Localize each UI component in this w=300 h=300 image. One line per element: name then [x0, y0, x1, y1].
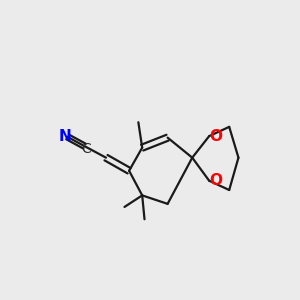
Text: N: N — [59, 129, 72, 144]
Text: O: O — [209, 129, 222, 144]
Text: O: O — [209, 173, 222, 188]
Text: C: C — [81, 142, 91, 156]
